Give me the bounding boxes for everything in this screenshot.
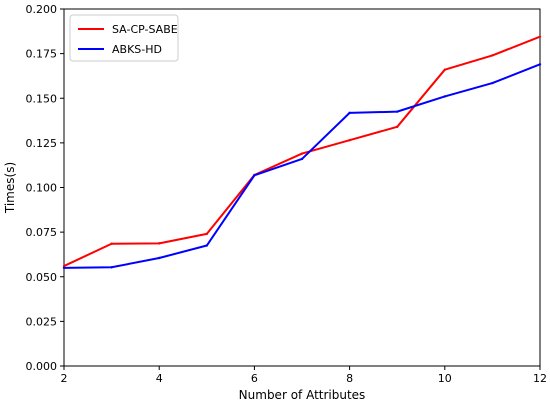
data-point [253,174,256,177]
x-tick-label: 8 [346,372,353,385]
y-tick-label: 0.200 [26,3,58,16]
data-point [396,125,399,129]
data-point [348,138,351,142]
data-point [538,35,542,38]
x-tick-label: 2 [61,372,68,385]
legend-label-2: ABKS-HD [112,43,162,56]
data-point [538,63,542,66]
y-tick-label: 0.000 [26,360,58,373]
legend: SA-CP-SABE ABKS-HD [69,14,179,62]
series-layer [62,35,542,270]
data-point [491,54,494,57]
y-axis: 0.000 0.025 0.050 0.075 0.100 0.125 0.150 0.175… [26,3,64,373]
data-point [443,68,446,71]
data-point [491,81,494,85]
y-tick-label: 0.175 [26,48,58,61]
series-line-2 [63,63,541,269]
y-tick-label: 0.150 [26,92,58,105]
x-tick-label: 4 [156,372,163,385]
data-point [62,264,66,268]
data-point [205,232,208,236]
x-axis: 2 4 6 8 10 12 [61,366,547,385]
data-point [158,242,161,245]
y-tick-label: 0.050 [26,271,58,284]
series-line-1 [63,35,541,267]
data-point [110,266,113,269]
data-point [300,152,304,155]
data-point [348,111,351,115]
data-point [158,256,161,260]
y-tick-label: 0.100 [26,182,58,195]
x-tick-label: 6 [251,372,258,385]
x-tick-label: 10 [438,372,452,385]
data-point [62,266,66,270]
y-tick-label: 0.025 [26,315,58,328]
y-tick-label: 0.125 [26,137,58,150]
data-point [443,95,446,98]
data-point [300,157,304,161]
x-tick-label: 12 [533,372,547,385]
y-tick-label: 0.075 [26,226,58,239]
data-point [205,244,208,247]
data-point [396,110,399,113]
y-axis-label: Times(s) [3,162,17,214]
data-point [110,242,113,245]
legend-label-1: SA-CP-SABE [112,23,178,36]
x-axis-label: Number of Attributes [239,388,366,402]
